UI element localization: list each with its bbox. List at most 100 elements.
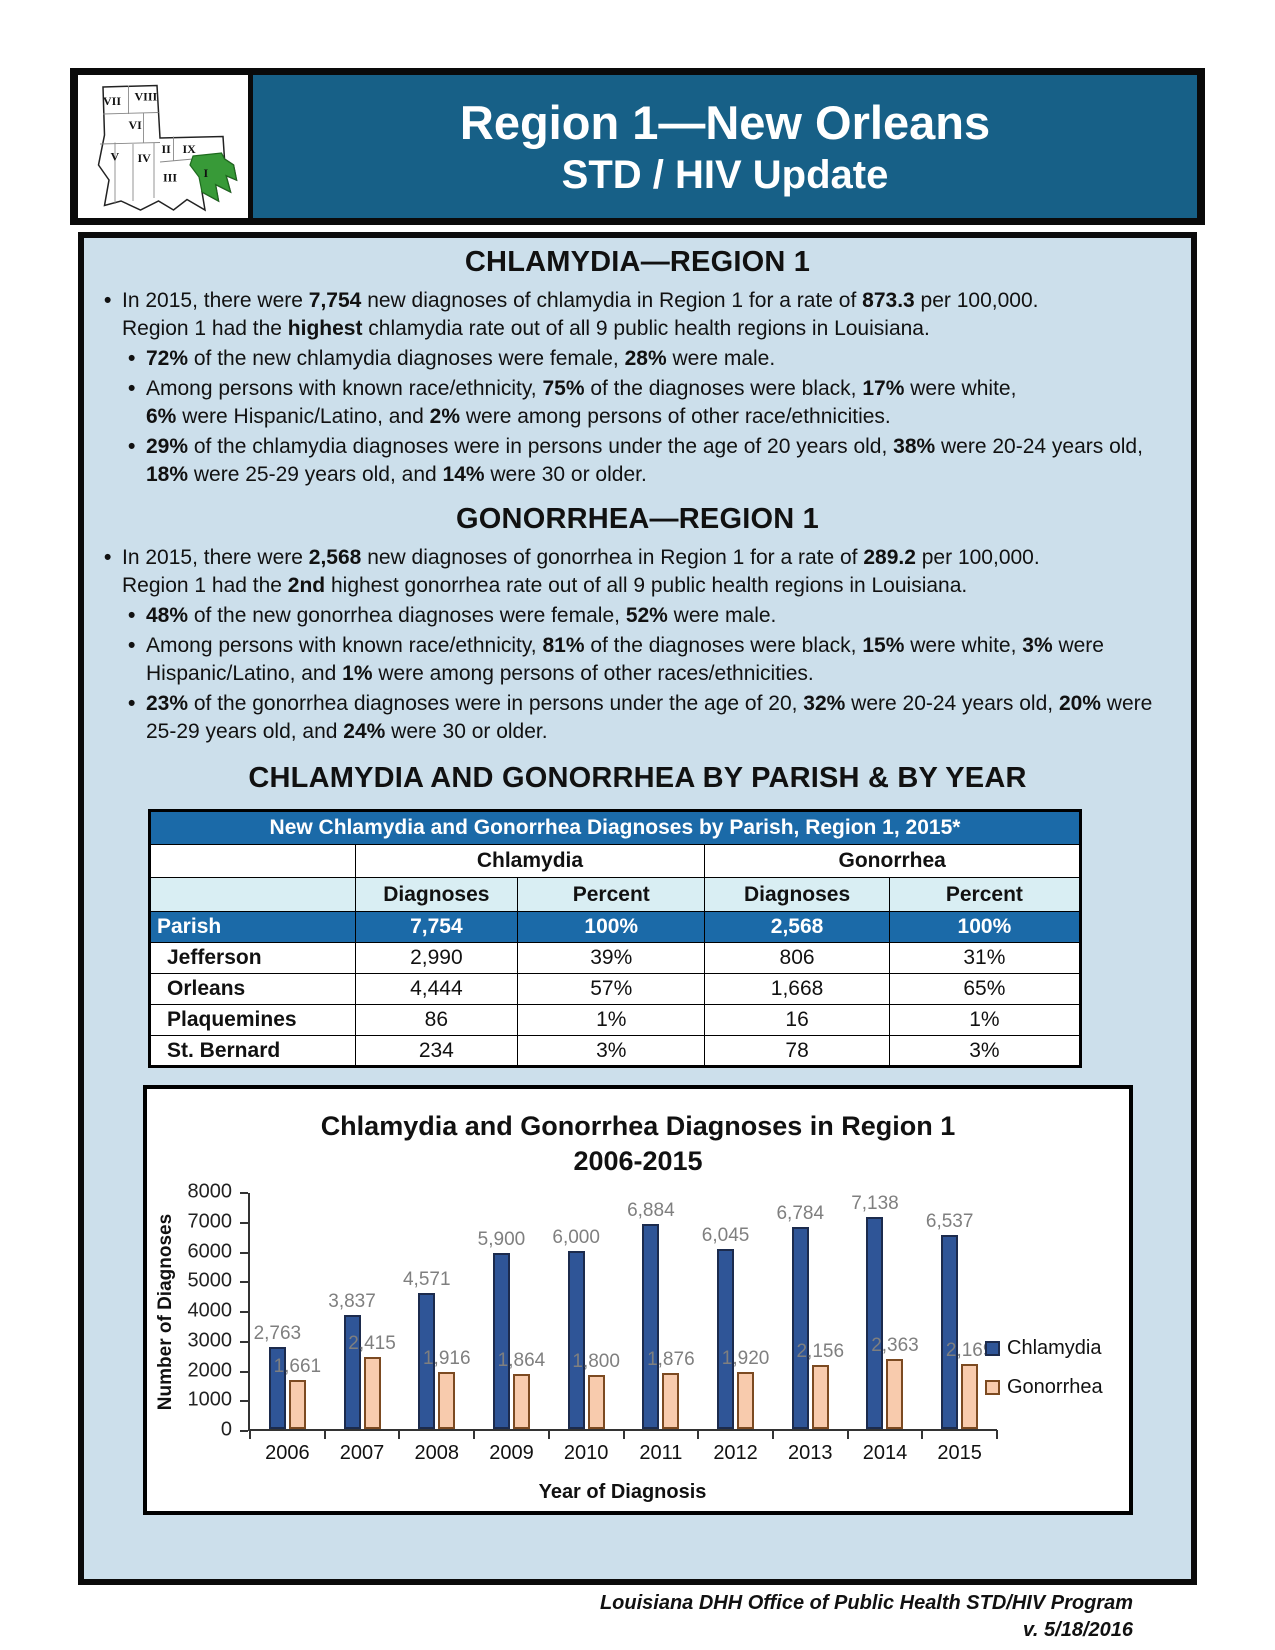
page-subtitle: STD / HIV Update [561, 152, 889, 197]
y-axis: 0 1000 2000 3000 4000 5000 6000 7000 8000 [147, 1180, 248, 1440]
gonorrhea-bar: 1,864 [498, 1350, 545, 1429]
chlamydia-group-header: Chlamydia [354, 844, 706, 878]
bullet-icon: • [128, 634, 136, 657]
parish-name-cell: Orleans [149, 973, 356, 1005]
column-header: Percent [888, 877, 1082, 912]
bullet-item: • 72% of the new chlamydia diagnoses were… [84, 345, 1163, 373]
chlamydia-bullet-list: • In 2015, there were 7,754 new diagnoses… [84, 279, 1191, 489]
bar-value-label: 2,763 [253, 1322, 302, 1344]
plain-text: chlamydia rate out of all 9 public healt… [362, 317, 930, 340]
bar-value-label: 1,920 [721, 1347, 770, 1369]
bullet-icon: • [128, 435, 136, 458]
gonorrhea-bar: 1,800 [572, 1351, 620, 1429]
plain-text: were male. [667, 604, 777, 627]
bar-value-label: 2,169 [945, 1340, 994, 1362]
louisiana-map-panel: VII VIII VI II IX V IV III I [78, 75, 248, 218]
parish-name-cell: Parish [149, 911, 356, 943]
y-axis-label: 3000 [187, 1329, 233, 1352]
y-axis-label: 4000 [187, 1299, 233, 1322]
plain-text: were 25-29 years old, and [146, 692, 1153, 743]
gonorrhea-bar: 2,363 [871, 1335, 919, 1429]
gonorrhea-bar: 1,661 [274, 1356, 321, 1429]
region-label: VII [103, 94, 121, 108]
bullet-item: • 23% of the gonorrhea diagnoses were in … [84, 690, 1163, 746]
plain-text: of the new chlamydia diagnoses were fema… [188, 347, 625, 370]
bullet-text: Among persons with known race/ethnicity,… [146, 375, 1016, 431]
bullet-icon: • [128, 604, 136, 627]
bar-value-label: 1,800 [572, 1351, 620, 1373]
y-axis-label: 2000 [187, 1358, 233, 1381]
value-cell: 1% [888, 1004, 1082, 1036]
value-cell: 39% [517, 942, 706, 974]
plain-text: of the gonorrhea diagnoses were in perso… [188, 692, 804, 715]
y-axis-tick [240, 1192, 248, 1194]
table-row: Plaquemines 86 1% 16 1% [149, 1004, 1082, 1036]
table-group-header-row: Chlamydia Gonorrhea [149, 844, 1081, 878]
bold-text: 32% [803, 692, 846, 715]
bold-text: 14% [442, 463, 485, 486]
plain-text: were Hispanic/Latino, and [176, 405, 430, 428]
bold-text: 38% [893, 435, 936, 458]
bullet-text: 23% of the gonorrhea diagnoses were in p… [146, 690, 1152, 746]
x-axis-tick [846, 1430, 849, 1439]
bold-text: 24% [343, 720, 386, 743]
page-title: Region 1—New Orleans [459, 96, 991, 150]
bar-value-label: 2,415 [348, 1333, 396, 1355]
chlamydia-bar: 3,837 [328, 1291, 376, 1429]
value-cell: 2,568 [704, 911, 890, 943]
y-axis-tick [240, 1370, 248, 1373]
footer-version-line: v. 5/18/2016 [1022, 1619, 1133, 1641]
bold-text: highest [287, 317, 363, 340]
bold-text: 75% [542, 377, 585, 400]
y-axis-tick [240, 1251, 248, 1254]
bullet-icon: • [128, 377, 136, 400]
parish-table: New Chlamydia and Gonorrhea Diagnoses by… [148, 809, 1082, 1068]
bar-group: 6,000 1,800 2010 [549, 1193, 624, 1465]
value-cell: 1% [517, 1004, 706, 1036]
legend-entry: Chlamydia [985, 1337, 1103, 1360]
value-cell: 100% [888, 911, 1082, 943]
plain-text: were 30 or older. [385, 720, 548, 743]
plot-area: 2,763 1,661 2006 3,837 2,415 2007 4,571 1,916 20… [248, 1193, 998, 1465]
bar-value-label: 6,000 [552, 1226, 600, 1248]
y-axis-tick [240, 1430, 248, 1432]
bar-group: 2,763 1,661 2006 [250, 1193, 325, 1464]
diagnoses-chart: Chlamydia and Gonorrhea Diagnoses in Reg… [143, 1085, 1133, 1515]
region-label: I [204, 166, 209, 180]
bold-text: 17% [862, 377, 905, 400]
bar-value-label: 2,156 [796, 1340, 845, 1362]
plain-text: per 100,000. Region 1 had the [122, 546, 1040, 597]
bullet-text: 72% of the new chlamydia diagnoses were … [146, 345, 775, 373]
table-row: St. Bernard 234 3% 78 3% [149, 1035, 1082, 1067]
y-axis-label: 7000 [187, 1210, 233, 1233]
x-axis-tick [996, 1430, 998, 1439]
parish-section-heading: CHLAMYDIA AND GONORRHEA BY PARISH & BY Y… [248, 762, 1027, 794]
x-axis-label: 2010 [563, 1442, 609, 1464]
bullet-item: • In 2015, there were 7,754 new diagnoses… [84, 287, 1163, 343]
bold-text: 1% [342, 662, 373, 685]
gonorrhea-bullet-list: • In 2015, there were 2,568 new diagnoses… [84, 536, 1191, 746]
chlamydia-bar: 7,138 [851, 1193, 899, 1429]
bar-group: 5,900 1,864 2009 [474, 1193, 549, 1464]
table-column-header-row: Diagnoses Percent Diagnoses Percent [149, 877, 1082, 912]
bold-text: 29% [146, 435, 189, 458]
y-axis-tick [240, 1400, 248, 1403]
bar-group: 6,884 1,876 2011 [624, 1193, 699, 1464]
value-cell: 2,990 [354, 942, 519, 974]
chlamydia-section-heading: CHLAMYDIA—REGION 1 [464, 246, 811, 278]
chlamydia-bar: 2,763 [254, 1323, 301, 1429]
plain-text: of the new gonorrhea diagnoses were fema… [188, 604, 626, 627]
chlamydia-bar: 6,884 [627, 1200, 675, 1429]
x-axis-tick [398, 1430, 401, 1439]
bullet-item: • In 2015, there were 2,568 new diagnoses… [84, 544, 1163, 600]
bold-text: 48% [146, 604, 189, 627]
bullet-text: In 2015, there were 2,568 new diagnoses … [122, 544, 1040, 600]
bar-value-label: 2,363 [871, 1334, 919, 1356]
bar-value-label: 4,571 [402, 1269, 451, 1291]
region-label: III [163, 170, 177, 184]
table-title: New Chlamydia and Gonorrhea Diagnoses by… [149, 810, 1081, 845]
bullet-icon: • [128, 692, 136, 715]
plain-text: were Hispanic/Latino, and [146, 634, 1104, 685]
plain-text: In 2015, there were [122, 546, 309, 569]
bold-text: 7,754 [308, 289, 362, 312]
